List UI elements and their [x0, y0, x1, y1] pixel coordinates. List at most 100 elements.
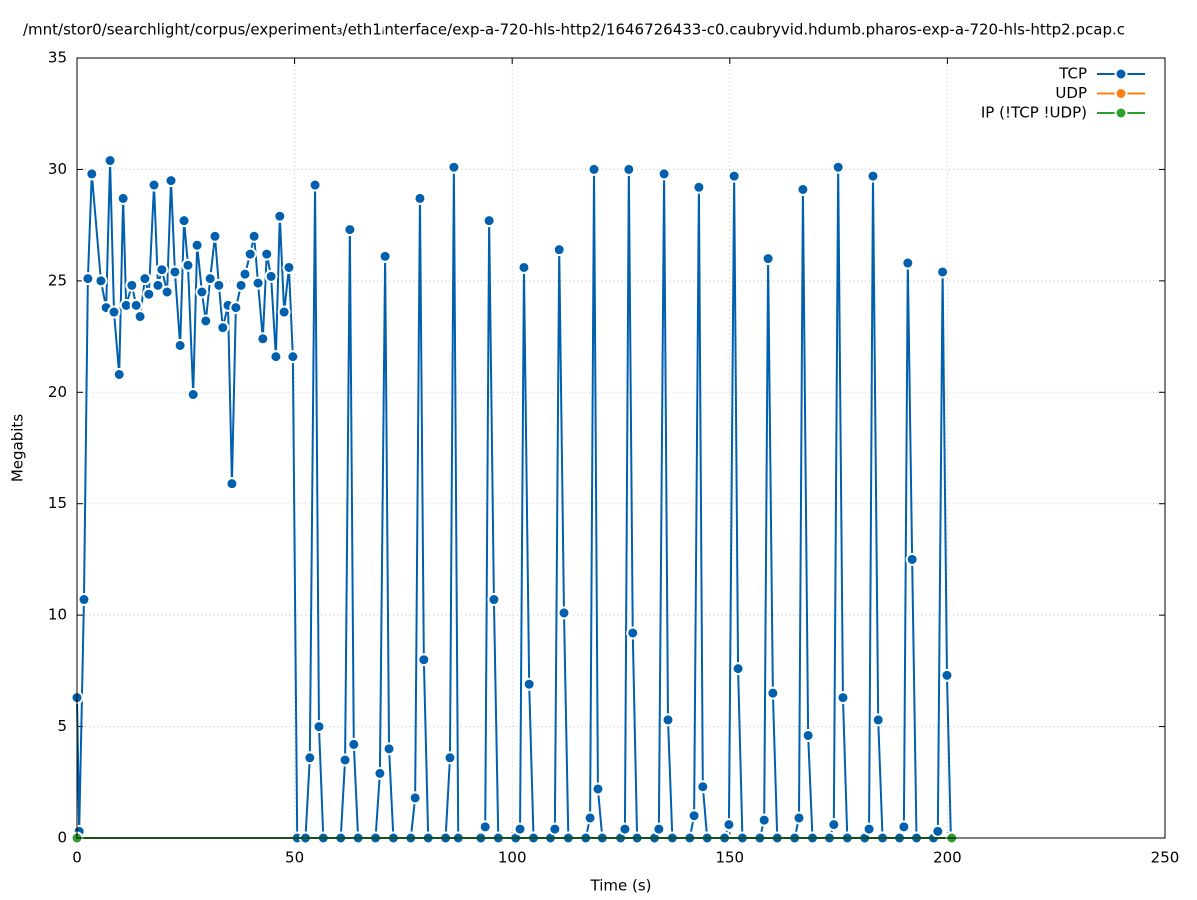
- data-point: [133, 310, 147, 324]
- data-point: [142, 287, 156, 301]
- data-point: [229, 301, 243, 315]
- data-point: [482, 214, 496, 228]
- data-point: [212, 278, 226, 292]
- data-point: [347, 737, 361, 751]
- x-tick-label: 50: [285, 849, 304, 867]
- y-tick-label: 10: [48, 606, 67, 624]
- data-point: [652, 822, 666, 836]
- data-point: [286, 350, 300, 364]
- y-tick-label: 15: [48, 494, 67, 512]
- data-point: [273, 209, 287, 223]
- y-tick-label: 30: [48, 160, 67, 178]
- data-point: [147, 178, 161, 192]
- data-point: [151, 278, 165, 292]
- data-point: [125, 278, 139, 292]
- data-point: [447, 160, 461, 174]
- data-point: [282, 260, 296, 274]
- data-point: [801, 728, 815, 742]
- data-point: [129, 298, 143, 312]
- data-point: [626, 626, 640, 640]
- data-point: [138, 272, 152, 286]
- data-point: [692, 180, 706, 194]
- data-point: [936, 265, 950, 279]
- series-line: [76, 160, 952, 839]
- data-point: [487, 593, 501, 607]
- legend-marker: [1114, 106, 1128, 120]
- data-point: [866, 169, 880, 183]
- data-point: [373, 766, 387, 780]
- legend-label: IP (!TCP !UDP): [981, 104, 1087, 122]
- data-point: [552, 243, 566, 257]
- x-tick-label: 150: [715, 849, 744, 867]
- y-tick-label: 0: [57, 829, 67, 847]
- data-point: [862, 822, 876, 836]
- data-point: [931, 824, 945, 838]
- data-point: [657, 167, 671, 181]
- data-point: [269, 350, 283, 364]
- data-point: [177, 214, 191, 228]
- data-point: [243, 247, 257, 261]
- x-tick-label: 250: [1151, 849, 1180, 867]
- data-point: [173, 338, 187, 352]
- data-point: [443, 751, 457, 765]
- data-point: [195, 285, 209, 299]
- legend-marker: [1114, 67, 1128, 81]
- y-axis-label: Megabits: [9, 414, 27, 482]
- data-point: [155, 263, 169, 277]
- data-point: [618, 822, 632, 836]
- x-tick-label: 200: [933, 849, 962, 867]
- data-point: [85, 167, 99, 181]
- data-point: [382, 742, 396, 756]
- data-point: [343, 223, 357, 237]
- data-point: [766, 686, 780, 700]
- data-point: [81, 272, 95, 286]
- data-point: [478, 820, 492, 834]
- data-point: [247, 229, 261, 243]
- data-point: [587, 162, 601, 176]
- y-tick-label: 35: [48, 49, 67, 67]
- data-point: [687, 809, 701, 823]
- data-point: [77, 593, 91, 607]
- x-tick-label: 0: [72, 849, 82, 867]
- data-point: [413, 191, 427, 205]
- data-point: [260, 247, 274, 261]
- x-axis-label: Time (s): [590, 877, 652, 895]
- data-point: [208, 229, 222, 243]
- data-point: [168, 265, 182, 279]
- data-point: [251, 276, 265, 290]
- plot-frame: [76, 57, 1166, 839]
- data-point: [303, 751, 317, 765]
- data-point: [216, 321, 230, 335]
- data-point: [905, 552, 919, 566]
- y-tick-label: 25: [48, 271, 67, 289]
- data-point: [190, 238, 204, 252]
- data-point: [264, 269, 278, 283]
- legend-label: UDP: [1055, 84, 1087, 102]
- data-point: [103, 154, 117, 168]
- data-point: [836, 691, 850, 705]
- data-point: [871, 713, 885, 727]
- data-point: [160, 285, 174, 299]
- data-point: [116, 191, 130, 205]
- x-tick-label: 100: [498, 849, 527, 867]
- data-point: [181, 258, 195, 272]
- data-point: [256, 332, 270, 346]
- data-point: [792, 811, 806, 825]
- data-point: [308, 178, 322, 192]
- data-point: [112, 367, 126, 381]
- data-point: [234, 278, 248, 292]
- data-point: [417, 653, 431, 667]
- data-point: [831, 160, 845, 174]
- data-point: [761, 252, 775, 266]
- legend-label: TCP: [1058, 65, 1087, 83]
- data-point: [901, 256, 915, 270]
- chart-title: /mnt/stor0/searchlight/corpus/experiment…: [23, 21, 1125, 39]
- data-point: [107, 305, 121, 319]
- data-point: [522, 677, 536, 691]
- data-point: [378, 249, 392, 263]
- data-point: [199, 314, 213, 328]
- data-point: [727, 169, 741, 183]
- data-point: [408, 791, 422, 805]
- data-point: [225, 477, 239, 491]
